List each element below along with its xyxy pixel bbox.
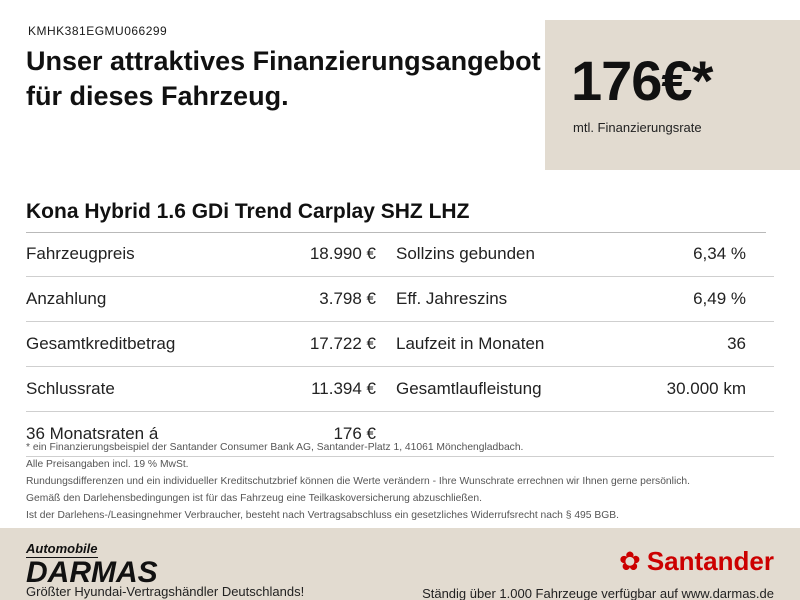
label-anzahlung: Anzahlung bbox=[26, 289, 256, 309]
value-laufzeit: 36 bbox=[626, 334, 746, 354]
finance-details-table: Fahrzeugpreis 18.990 € Sollzins gebunden… bbox=[26, 232, 774, 457]
value-sollzins: 6,34 % bbox=[626, 244, 746, 264]
label-fahrzeugpreis: Fahrzeugpreis bbox=[26, 244, 256, 264]
darmas-logo-block: Automobile DARMAS bbox=[26, 540, 158, 588]
table-row-1: Anzahlung 3.798 € Eff. Jahreszins 6,49 % bbox=[26, 277, 774, 322]
disclaimer-text: * ein Finanzierungsbeispiel der Santande… bbox=[26, 440, 766, 525]
label-schlussrate: Schlussrate bbox=[26, 379, 256, 399]
finance-rate-box: 176€* mtl. Finanzierungsrate bbox=[545, 20, 800, 170]
darmas-url-text: Ständig über 1.000 Fahrzeuge verfügbar a… bbox=[422, 586, 774, 600]
vehicle-title: Kona Hybrid 1.6 GDi Trend Carplay SHZ LH… bbox=[26, 200, 766, 233]
value-effjahreszins: 6,49 % bbox=[626, 289, 746, 309]
disclaimer-line-3: Gemäß den Darlehensbedingungen ist für d… bbox=[26, 491, 766, 508]
label-sollzins: Sollzins gebunden bbox=[396, 244, 626, 264]
finance-offer-document: KMHK381EGMU066299 Unser attraktives Fina… bbox=[0, 0, 800, 600]
label-gesamtkreditbetrag: Gesamtkreditbetrag bbox=[26, 334, 256, 354]
value-fahrzeugpreis: 18.990 € bbox=[256, 244, 396, 264]
table-row-3: Schlussrate 11.394 € Gesamtlaufleistung … bbox=[26, 367, 774, 412]
footer-bar: Automobile DARMAS Größter Hyundai-Vertra… bbox=[0, 528, 800, 600]
disclaimer-line-2: Rundungsdifferenzen und ein individuelle… bbox=[26, 474, 766, 491]
disclaimer-line-4: Ist der Darlehens-/Leasingnehmer Verbrau… bbox=[26, 508, 766, 525]
label-effjahreszins: Eff. Jahreszins bbox=[396, 289, 626, 309]
value-schlussrate: 11.394 € bbox=[256, 379, 396, 399]
santander-logo: ✿ Santander bbox=[619, 546, 774, 577]
value-gesamtkreditbetrag: 17.722 € bbox=[256, 334, 396, 354]
finance-rate-value: 176€* bbox=[571, 48, 712, 113]
disclaimer-line-1: Alle Preisangaben incl. 19 % MwSt. bbox=[26, 457, 766, 474]
label-gesamtlaufleistung: Gesamtlaufleistung bbox=[396, 379, 626, 399]
santander-label: Santander bbox=[647, 546, 774, 577]
value-anzahlung: 3.798 € bbox=[256, 289, 396, 309]
santander-flame-icon: ✿ bbox=[619, 546, 641, 577]
darmas-tagline: Größter Hyundai-Vertragshändler Deutschl… bbox=[26, 584, 304, 599]
disclaimer-line-0: * ein Finanzierungsbeispiel der Santande… bbox=[26, 440, 766, 457]
vin-text: KMHK381EGMU066299 bbox=[28, 24, 167, 38]
value-gesamtlaufleistung: 30.000 km bbox=[626, 379, 746, 399]
finance-rate-label: mtl. Finanzierungsrate bbox=[573, 120, 702, 135]
label-laufzeit: Laufzeit in Monaten bbox=[396, 334, 626, 354]
table-row-2: Gesamtkreditbetrag 17.722 € Laufzeit in … bbox=[26, 322, 774, 367]
table-row-0: Fahrzeugpreis 18.990 € Sollzins gebunden… bbox=[26, 232, 774, 277]
